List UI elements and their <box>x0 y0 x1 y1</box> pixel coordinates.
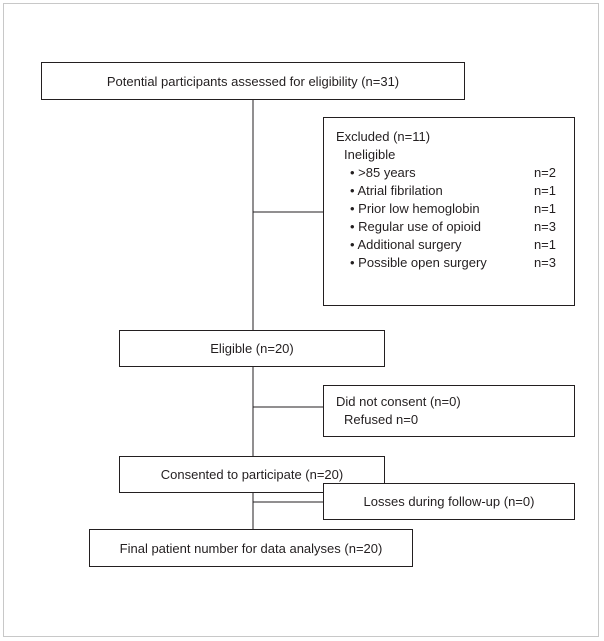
excluded-count: n=1 <box>533 201 556 216</box>
excluded-item: • Prior low hemoglobin n=1 <box>336 200 556 218</box>
not-consented-title: Did not consent (n=0) <box>336 394 461 409</box>
step-label: Potential participants assessed for elig… <box>106 73 400 89</box>
step-box: Eligible (n=20) <box>119 330 385 367</box>
step-box: Potential participants assessed for elig… <box>41 62 465 100</box>
excluded-reason: • Possible open surgery <box>350 255 487 270</box>
excluded-reason: • Regular use of opioid <box>350 219 482 234</box>
excluded-reason: • Additional surgery <box>350 237 462 252</box>
not-consented-box: Did not consent (n=0) Refused n=0 <box>323 385 575 437</box>
excluded-subtitle: Ineligible <box>344 147 396 162</box>
excluded-count: n=3 <box>533 255 556 270</box>
excluded-reason: • Atrial fibrilation <box>350 183 443 198</box>
losses-title: Losses during follow-up (n=0) <box>363 494 535 509</box>
step-label: Final patient number for data analyses (… <box>119 540 383 556</box>
excluded-title: Excluded (n=11) <box>336 129 431 144</box>
excluded-item: • Additional surgery n=1 <box>336 236 556 254</box>
excluded-count: n=1 <box>533 237 556 252</box>
not-consented-detail: Refused n=0 <box>344 412 419 427</box>
excluded-count: n=2 <box>533 165 556 180</box>
excluded-count: n=1 <box>533 183 556 198</box>
losses-box: Losses during follow-up (n=0) <box>323 483 575 520</box>
excluded-item: • Regular use of opioid n=3 <box>336 218 556 236</box>
frame <box>3 3 599 637</box>
step-label: Eligible (n=20) <box>210 341 294 356</box>
excluded-item: • Atrial fibrilation n=1 <box>336 182 556 200</box>
step-box: Final patient number for data analyses (… <box>89 529 413 567</box>
excluded-count: n=3 <box>533 219 556 234</box>
excluded-item: • Possible open surgery n=3 <box>336 254 556 272</box>
excluded-reason: • Prior low hemoglobin <box>350 201 480 216</box>
excluded-item: • >85 years n=2 <box>336 164 556 182</box>
excluded-box: Excluded (n=11) Ineligible • >85 years n=… <box>323 117 575 306</box>
step-label: Consented to participate (n=20) <box>160 467 344 482</box>
excluded-reason: • >85 years <box>350 165 416 180</box>
excluded-list: • >85 years n=2 • Atrial fibrilation n=1 • P… <box>336 164 556 272</box>
